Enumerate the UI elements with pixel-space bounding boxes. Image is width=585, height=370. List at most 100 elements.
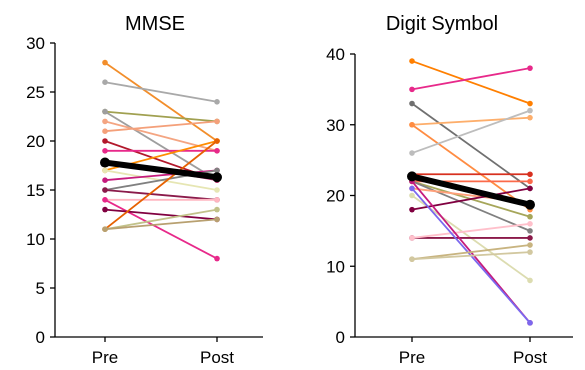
digit-symbol-panel: Digit Symbol 0 10 20 30 40 Pre Post <box>326 13 573 367</box>
data-point <box>409 121 415 128</box>
data-point <box>102 148 108 154</box>
y-tick-label: 0 <box>336 328 345 347</box>
mmse-panel: MMSE 0 5 10 15 20 25 30 Pre Post <box>26 13 263 367</box>
data-point <box>409 256 415 262</box>
chart-title: MMSE <box>125 13 185 35</box>
mean-series <box>407 171 535 210</box>
data-point <box>527 171 533 178</box>
series-line <box>411 244 531 261</box>
data-point <box>214 206 220 213</box>
data-point <box>214 118 220 125</box>
mean-point <box>212 172 222 183</box>
series-14 <box>409 221 533 241</box>
data-point <box>102 206 108 213</box>
data-point <box>214 148 220 154</box>
y-tick-label: 10 <box>326 257 345 276</box>
data-point <box>214 167 220 174</box>
data-point <box>409 192 415 199</box>
series-line <box>411 222 531 239</box>
data-point <box>527 213 533 220</box>
data-point <box>102 226 108 232</box>
series-line <box>411 116 531 126</box>
data-point <box>214 216 220 223</box>
data-point <box>527 228 533 234</box>
y-tick-label: 30 <box>326 116 345 135</box>
data-point <box>102 187 108 193</box>
data-point <box>214 99 220 105</box>
series-line <box>104 110 218 123</box>
y-tick-label: 20 <box>26 132 45 151</box>
data-point <box>527 114 533 121</box>
data-point <box>527 178 533 185</box>
series-0 <box>102 59 220 144</box>
data-point <box>527 65 533 71</box>
series-line <box>104 189 218 201</box>
y-tick-label: 10 <box>26 230 45 249</box>
series-line <box>411 60 531 105</box>
series-line <box>411 123 531 211</box>
series-0 <box>409 58 533 107</box>
data-point <box>102 118 108 125</box>
data-point <box>527 235 533 241</box>
data-point <box>409 100 415 107</box>
mean-point <box>407 171 417 182</box>
mean-line <box>409 173 533 208</box>
series-line <box>411 109 531 154</box>
mean-point <box>525 199 535 210</box>
series-line <box>411 67 531 91</box>
x-tick-label: Pre <box>92 348 118 367</box>
data-point <box>527 320 533 326</box>
y-tick-label: 40 <box>326 45 345 64</box>
series-line <box>104 120 218 133</box>
x-tick-label: Post <box>200 348 234 367</box>
mean-series <box>100 157 222 183</box>
data-point <box>527 100 533 107</box>
mean-line <box>102 159 220 181</box>
series-line <box>104 208 218 231</box>
data-point <box>527 277 533 284</box>
series-line <box>104 61 218 142</box>
series-1 <box>102 79 220 105</box>
x-tick-label: Post <box>513 348 547 367</box>
series-line <box>411 251 531 261</box>
series-line <box>104 81 218 103</box>
series-5 <box>409 107 533 156</box>
data-point <box>102 108 108 115</box>
data-point <box>102 79 108 85</box>
chart-title: Digit Symbol <box>386 13 498 35</box>
data-point <box>102 167 108 174</box>
data-point <box>102 59 108 66</box>
series-19 <box>102 216 220 232</box>
series-line <box>104 208 218 221</box>
series-1 <box>409 65 533 93</box>
data-point <box>102 138 108 144</box>
series-4 <box>102 118 220 154</box>
x-tick-label: Pre <box>399 348 425 367</box>
data-point <box>527 221 533 227</box>
data-point <box>527 242 533 248</box>
y-tick-label: 5 <box>36 279 45 298</box>
series-5 <box>102 118 220 134</box>
data-point <box>102 128 108 134</box>
data-point <box>409 235 415 241</box>
data-point <box>214 255 220 262</box>
y-tick-label: 20 <box>326 187 345 206</box>
y-tick-label: 15 <box>26 181 45 200</box>
data-point <box>409 150 415 156</box>
y-tick-label: 30 <box>26 34 45 53</box>
data-point <box>409 206 415 213</box>
data-point <box>102 177 108 183</box>
data-point <box>409 86 415 93</box>
data-point <box>214 187 220 193</box>
mean-point <box>100 157 110 168</box>
y-tick-label: 0 <box>36 328 45 347</box>
data-point <box>214 197 220 203</box>
data-point <box>527 185 533 192</box>
series-line <box>104 110 218 182</box>
series-line <box>104 198 218 260</box>
series-line <box>104 140 218 231</box>
data-point <box>214 138 220 144</box>
series-7 <box>102 148 220 154</box>
data-point <box>409 58 415 64</box>
